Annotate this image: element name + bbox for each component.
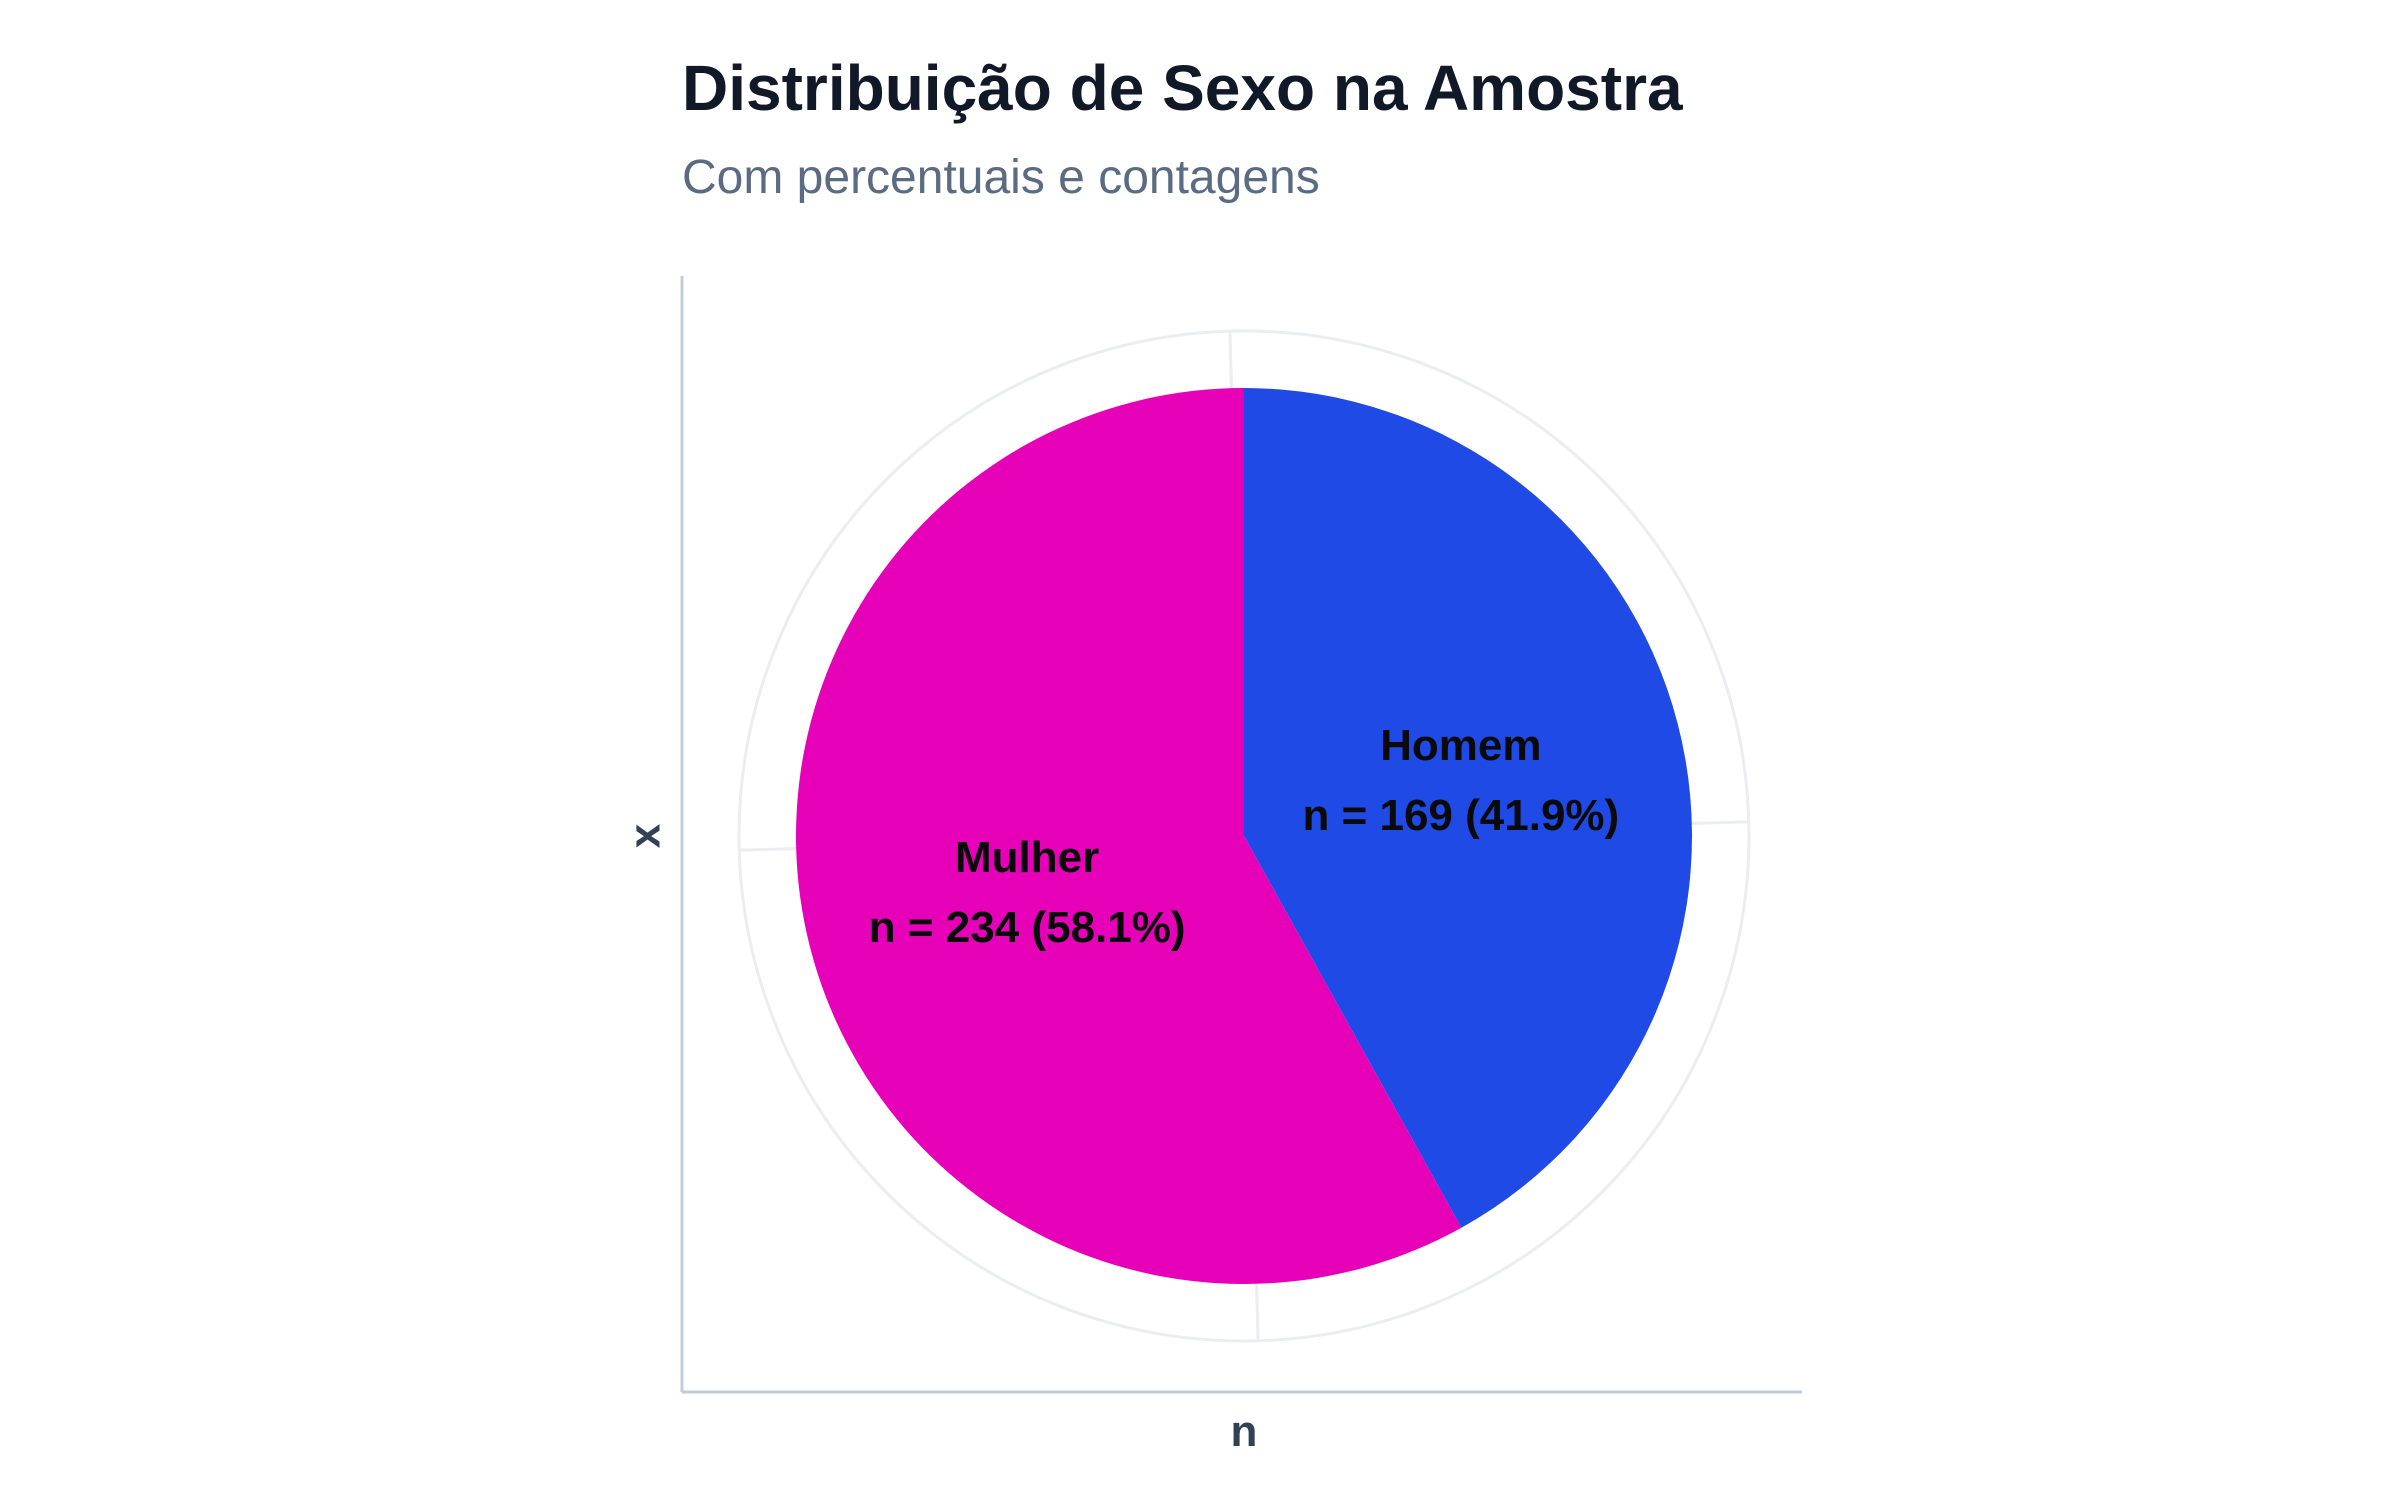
pie-slice-homem	[1244, 388, 1693, 1228]
slice-label-value-mulher: n = 234 (58.1%)	[869, 903, 1186, 952]
y-axis-title: x	[621, 823, 670, 848]
chart-title: Distribuição de Sexo na Amostra	[682, 52, 1683, 124]
pie-slices	[796, 388, 1693, 1284]
slice-label-name-mulher: Mulher	[955, 833, 1099, 882]
slice-label-value-homem: n = 169 (41.9%)	[1302, 791, 1619, 840]
pie-slice-mulher	[796, 388, 1462, 1284]
slice-label-name-homem: Homem	[1380, 721, 1541, 770]
slice-labels: Homem n = 169 (41.9%) Mulher n = 234 (58.1%…	[869, 721, 1619, 952]
polar-grid-circle	[737, 329, 1751, 1343]
chart-subtitle: Com percentuais e contagens	[682, 151, 1320, 204]
x-axis-title: n	[1231, 1407, 1258, 1456]
